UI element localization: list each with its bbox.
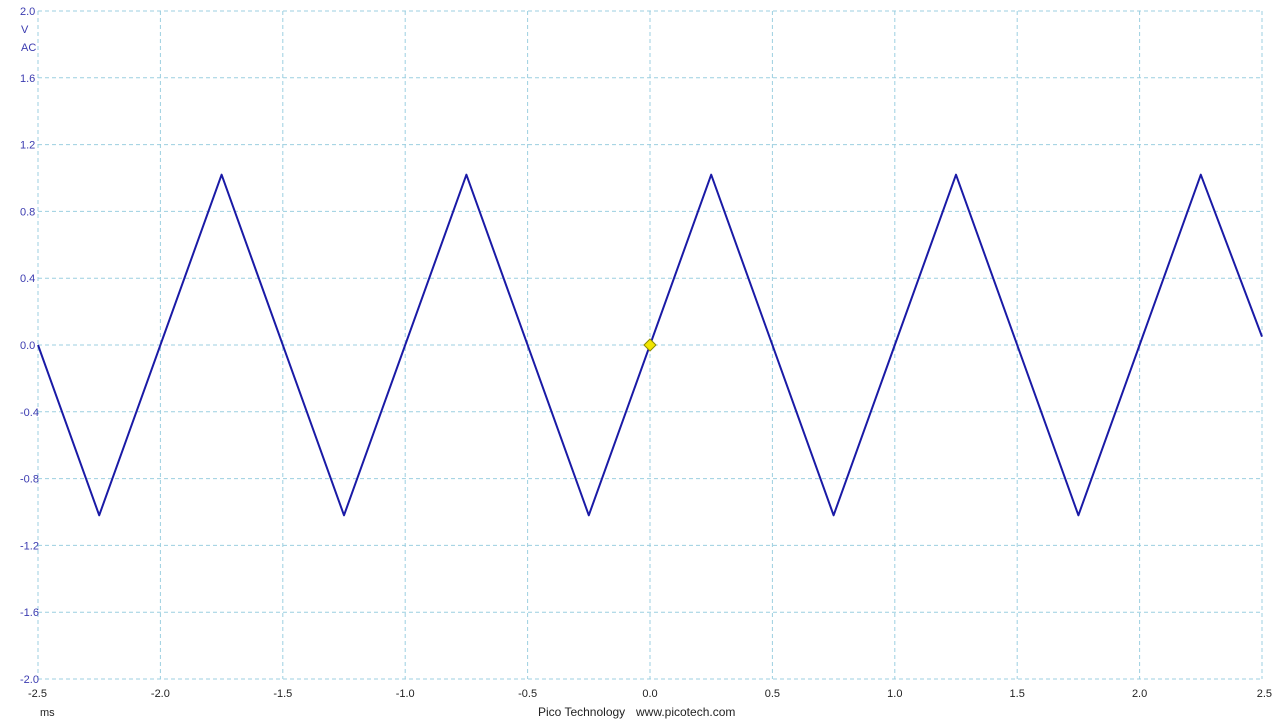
y-tick-label: 0.4 xyxy=(20,273,35,285)
x-tick-label: 1.5 xyxy=(1010,688,1025,700)
y-tick-label: -0.8 xyxy=(20,474,39,486)
x-tick-label: 0.5 xyxy=(765,688,780,700)
x-axis-ticks: -2.5 -2.0 -1.5 -1.0 -0.5 0.0 0.5 1.0 1.5 2.0 2.5 xyxy=(28,688,1272,700)
footer-brand: Pico Technology xyxy=(538,705,625,719)
y-tick-label: 0.0 xyxy=(20,340,35,352)
y-tick-label: -1.6 xyxy=(20,607,39,619)
x-tick-label: 2.5 xyxy=(1257,688,1272,700)
y-coupling-label: AC xyxy=(21,42,36,54)
x-tick-label: 0.0 xyxy=(642,688,657,700)
footer-url: www.picotech.com xyxy=(635,705,735,719)
x-tick-label: -1.5 xyxy=(273,688,292,700)
y-axis-ticks: 2.0 1.6 1.2 0.8 0.4 0.0 -0.4 -0.8 -1.2 -1.6 -2.0 xyxy=(20,6,39,686)
grid xyxy=(37,10,1263,680)
y-tick-label: 2.0 xyxy=(20,6,35,18)
trigger-marker-layer xyxy=(643,338,657,352)
y-tick-label: 1.2 xyxy=(20,140,35,152)
y-tick-label: -2.0 xyxy=(20,674,39,686)
x-unit-label: ms xyxy=(40,707,55,719)
x-tick-label: -0.5 xyxy=(518,688,537,700)
trigger-marker-icon[interactable] xyxy=(643,338,657,352)
x-tick-label: -2.5 xyxy=(28,688,47,700)
y-tick-label: -1.2 xyxy=(20,540,39,552)
y-tick-label: 0.8 xyxy=(20,206,35,218)
y-unit-label: V xyxy=(21,24,29,36)
x-tick-label: -2.0 xyxy=(151,688,170,700)
x-tick-label: 2.0 xyxy=(1132,688,1147,700)
y-tick-label: -0.4 xyxy=(20,407,39,419)
x-tick-label: -1.0 xyxy=(396,688,415,700)
y-tick-label: 1.6 xyxy=(20,73,35,85)
x-tick-label: 1.0 xyxy=(887,688,902,700)
